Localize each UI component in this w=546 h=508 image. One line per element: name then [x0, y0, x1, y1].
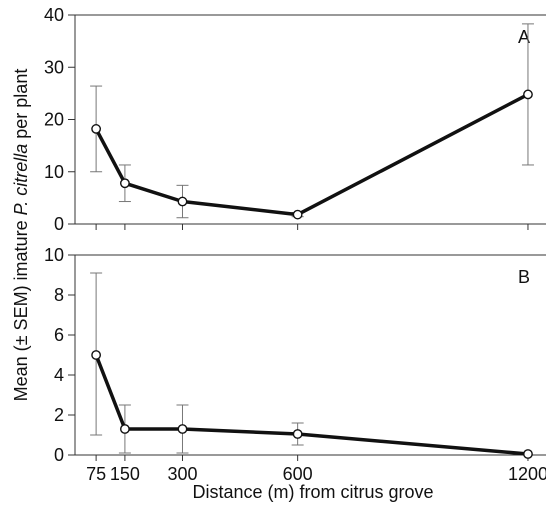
data-point	[91, 350, 102, 360]
x-tick-label: 600	[283, 464, 313, 484]
y-tick-label: 6	[54, 325, 64, 345]
y-axis-title: Mean (± SEM) imature P. citrella per pla…	[11, 69, 31, 402]
y-axis-title-species: P. citrella	[11, 144, 31, 216]
panel-a: 0 10 20 30 40 A	[44, 5, 546, 234]
y-tick-label: 0	[54, 445, 64, 465]
data-point	[120, 424, 130, 434]
y-axis-title-part-3: per plant	[11, 69, 31, 144]
series-line	[94, 354, 529, 456]
data-point	[292, 209, 303, 220]
y-tick-label: 0	[54, 214, 64, 234]
y-tick-label: 10	[44, 162, 64, 182]
data-point	[523, 89, 533, 100]
data-point	[523, 449, 533, 459]
data-point	[177, 424, 188, 434]
chart-panels: 0 10 20 30 40 A 0 2 4 6 8 10 B	[44, 5, 546, 465]
x-tick-label: 150	[110, 464, 140, 484]
panel-b: 0 2 4 6 8 10 B	[44, 245, 546, 465]
y-tick-label: 10	[44, 245, 64, 265]
y-tick-label: 4	[54, 365, 64, 385]
panel-label: B	[518, 267, 530, 287]
panel-label: A	[518, 27, 530, 47]
y-tick-label: 40	[44, 5, 64, 25]
data-point	[120, 178, 130, 189]
series-line	[94, 92, 529, 217]
y-tick-label: 20	[44, 110, 64, 130]
y-tick-label: 2	[54, 405, 64, 425]
x-tick-label: 75	[86, 464, 106, 484]
x-axis: 75 150 300 600 1200	[86, 464, 546, 484]
data-point	[292, 429, 303, 439]
x-axis-title: Distance (m) from citrus grove	[192, 482, 433, 502]
data-point	[91, 124, 102, 134]
data-point	[177, 196, 188, 207]
y-tick-label: 8	[54, 285, 64, 305]
y-axis-title-part-1: Mean (± SEM) imature	[11, 215, 31, 401]
y-tick-label: 30	[44, 57, 64, 77]
x-tick-label: 300	[167, 464, 197, 484]
x-tick-label: 1200	[508, 464, 546, 484]
